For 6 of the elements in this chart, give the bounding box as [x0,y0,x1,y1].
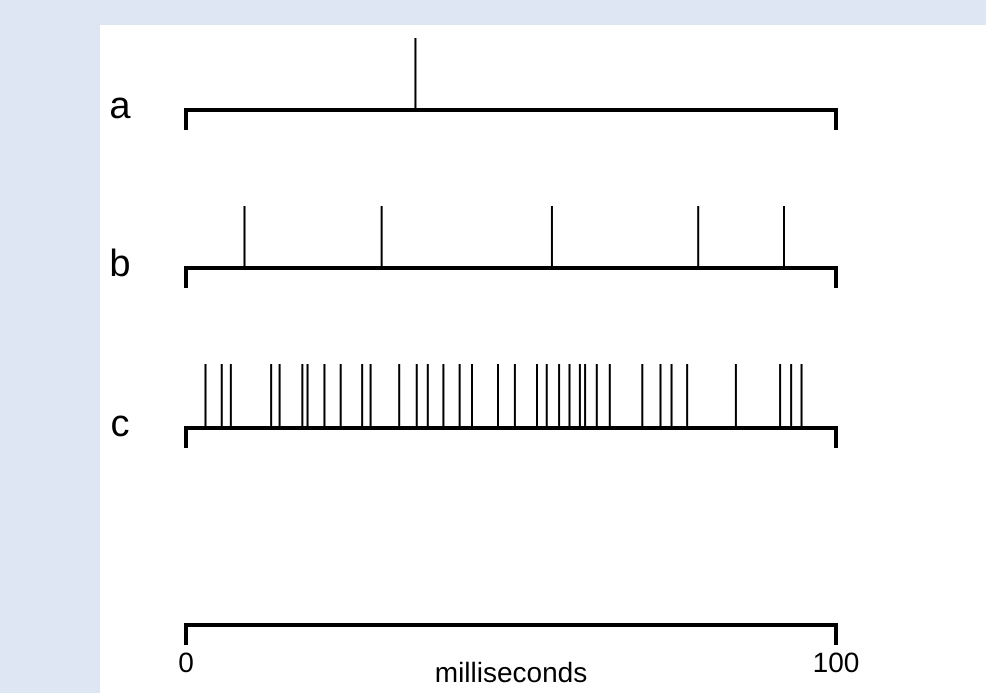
x-tick-label: 100 [812,647,860,678]
text: b [109,243,131,285]
x-tick-label: 0 [178,647,194,678]
text: c [110,403,130,445]
x-axis-title: milliseconds [434,657,588,688]
text: a [109,85,132,127]
